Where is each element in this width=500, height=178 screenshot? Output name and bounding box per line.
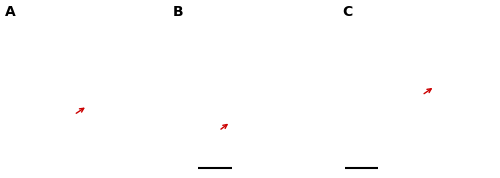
Text: C: C <box>342 5 352 19</box>
Text: A: A <box>5 5 16 19</box>
Text: B: B <box>173 5 184 19</box>
